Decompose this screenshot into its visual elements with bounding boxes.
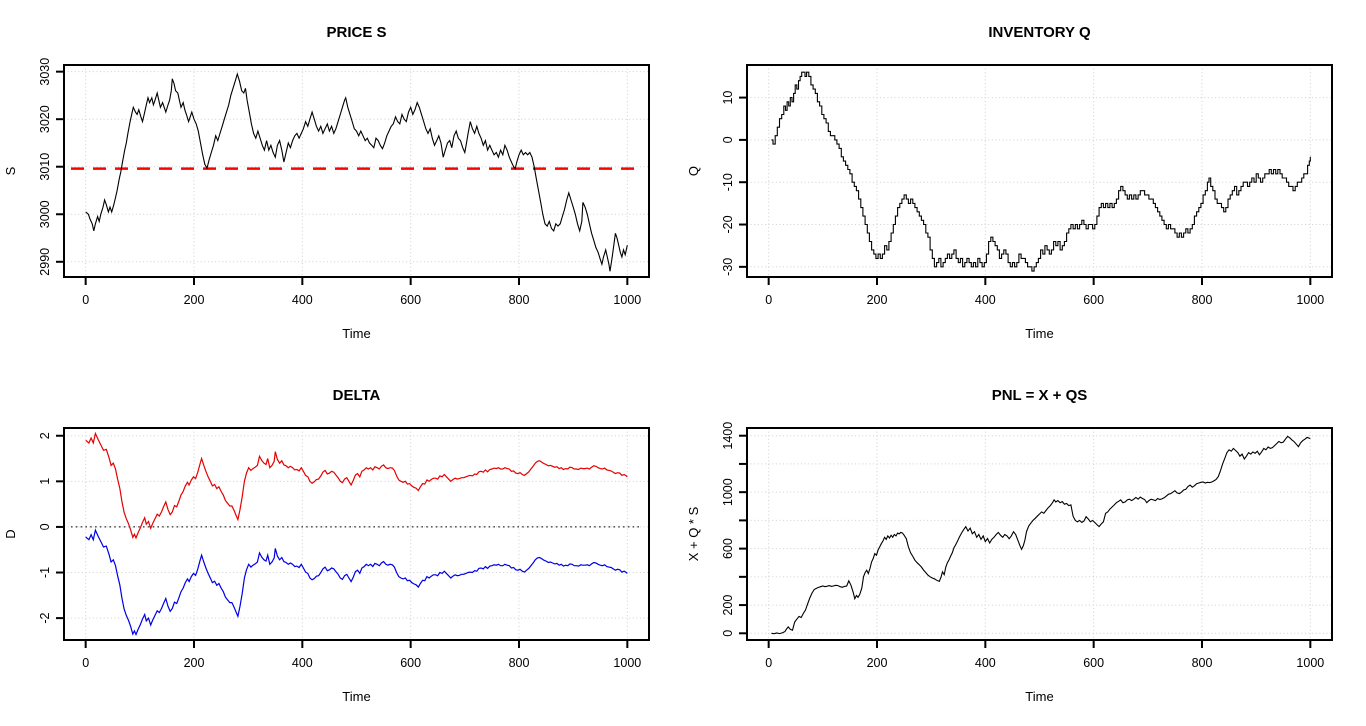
- y-tick-label: 2990: [38, 248, 52, 276]
- y-axis-title: Q: [686, 166, 701, 176]
- x-axis-title: Time: [1025, 689, 1053, 704]
- panel-inventory-q: 0 200 400 600 800 1000 -30 -20 -10 0 10 INVENTORY Q…: [683, 0, 1366, 363]
- y-tick-label: 1: [38, 478, 52, 485]
- chart-price-s: 0 200 400 600 800 1000 2990 3000 3010 3020 3030 PRI…: [0, 0, 683, 363]
- y-tick-label: 3030: [38, 58, 52, 86]
- y-axis-title: X + Q * S: [686, 506, 701, 561]
- plot-frame: [746, 427, 1333, 641]
- panel-delta: 0 200 400 600 800 1000 -2 -1 0 1 2 DELTA Time D: [0, 363, 683, 726]
- panel-pnl: 0 200 400 600 800 1000 0 200 600 1000 1400 PNL = X …: [683, 363, 1366, 726]
- x-tick-label: 600: [1083, 656, 1104, 670]
- x-tick-label: 200: [867, 293, 888, 307]
- x-axis-title: Time: [342, 689, 370, 704]
- y-tick-label: 0: [721, 630, 735, 637]
- x-tick-label: 400: [975, 293, 996, 307]
- y-tick-label: 1400: [721, 422, 735, 450]
- y-tick-label: 1000: [721, 478, 735, 506]
- plot-frame: [63, 64, 650, 278]
- x-tick-label: 200: [184, 656, 205, 670]
- panel-background: [0, 0, 683, 363]
- chart-delta: 0 200 400 600 800 1000 -2 -1 0 1 2 DELTA Time D: [0, 363, 683, 726]
- x-tick-label: 200: [184, 293, 205, 307]
- x-tick-label: 600: [1083, 293, 1104, 307]
- x-tick-label: 400: [975, 656, 996, 670]
- series-put-delta: [85, 528, 628, 637]
- panel-price-s: 0 200 400 600 800 1000 2990 3000 3010 3020 3030 PRI…: [0, 0, 683, 363]
- x-tick-label: 400: [292, 293, 313, 307]
- x-tick-label: 0: [765, 656, 772, 670]
- chart-title: PNL = X + QS: [992, 387, 1088, 404]
- chart-title: INVENTORY Q: [988, 24, 1091, 41]
- y-tick-label: 3010: [38, 153, 52, 181]
- y-tick-label: -10: [721, 173, 735, 191]
- y-tick-label: -2: [38, 612, 52, 623]
- x-tick-label: 600: [400, 656, 421, 670]
- x-tick-label: 0: [82, 656, 89, 670]
- x-tick-label: 800: [1192, 293, 1213, 307]
- y-tick-label: 200: [721, 595, 735, 616]
- x-tick-label: 800: [1192, 656, 1213, 670]
- x-tick-label: 1000: [613, 293, 641, 307]
- x-tick-label: 1000: [613, 656, 641, 670]
- y-axis-title: D: [3, 529, 18, 538]
- x-axis-title: Time: [342, 326, 370, 341]
- plot-frame: [63, 427, 650, 641]
- y-tick-label: -30: [721, 258, 735, 276]
- y-tick-label: 3020: [38, 105, 52, 133]
- series-call-delta: [85, 431, 628, 540]
- y-tick-label: 3000: [38, 200, 52, 228]
- y-tick-label: 600: [721, 538, 735, 559]
- chart-inventory-q: 0 200 400 600 800 1000 -30 -20 -10 0 10 INVENTORY Q…: [683, 0, 1366, 363]
- chart-title: PRICE S: [326, 24, 386, 41]
- x-tick-label: 0: [765, 293, 772, 307]
- panel-background: [683, 0, 1366, 363]
- x-tick-label: 1000: [1296, 656, 1324, 670]
- x-tick-label: 1000: [1296, 293, 1324, 307]
- x-tick-label: 800: [509, 293, 530, 307]
- y-tick-label: 10: [721, 91, 735, 105]
- y-tick-label: 0: [721, 136, 735, 143]
- y-tick-label: -20: [721, 215, 735, 233]
- chart-title: DELTA: [333, 387, 381, 404]
- x-tick-label: 800: [509, 656, 530, 670]
- panel-background: [0, 363, 683, 726]
- y-axis-title: S: [3, 166, 18, 175]
- x-axis-title: Time: [1025, 326, 1053, 341]
- plot-frame: [746, 64, 1333, 278]
- x-tick-label: 200: [867, 656, 888, 670]
- series-S: [85, 72, 628, 272]
- series-PNL: [771, 435, 1311, 635]
- x-tick-label: 0: [82, 293, 89, 307]
- y-tick-label: 0: [38, 523, 52, 530]
- y-tick-label: -1: [38, 567, 52, 578]
- series-Q: [771, 71, 1311, 272]
- y-tick-label: 2: [38, 432, 52, 439]
- panel-background: [683, 363, 1366, 726]
- x-tick-label: 400: [292, 656, 313, 670]
- chart-pnl: 0 200 400 600 800 1000 0 200 600 1000 1400 PNL = X …: [683, 363, 1366, 726]
- x-tick-label: 600: [400, 293, 421, 307]
